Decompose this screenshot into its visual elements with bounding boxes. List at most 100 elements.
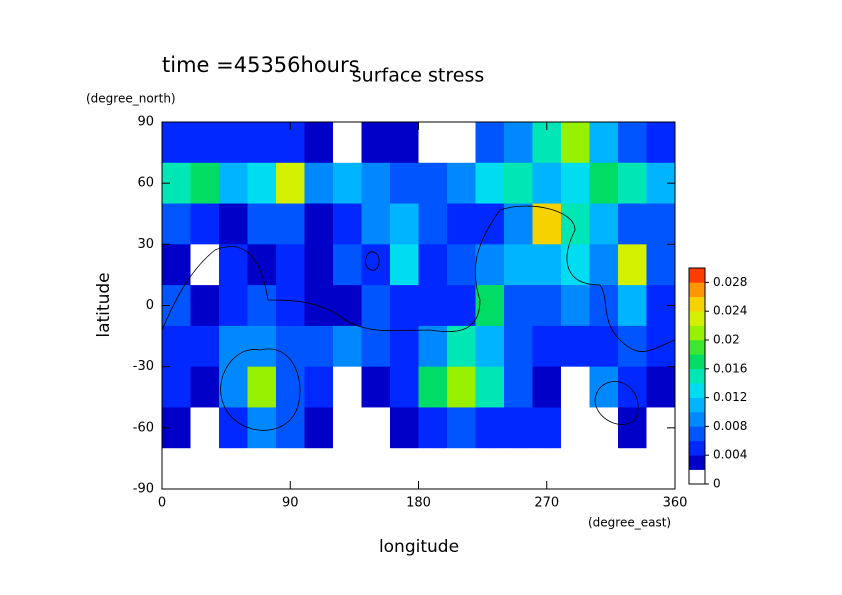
field-cell xyxy=(561,366,590,408)
field-cell xyxy=(504,407,533,449)
field-cell xyxy=(532,244,562,286)
field-cell xyxy=(304,325,334,368)
field-cell xyxy=(447,407,476,449)
field-cell xyxy=(418,203,448,245)
field-cell xyxy=(561,122,590,164)
field-cell xyxy=(475,285,505,327)
field-cell xyxy=(333,407,362,449)
y-tick-label: 0 xyxy=(146,298,154,313)
field-cell xyxy=(589,244,619,286)
field-cell xyxy=(618,122,647,164)
field-cell xyxy=(561,203,590,245)
field-cell xyxy=(333,203,362,245)
colorbar-tick-label: 0.008 xyxy=(713,419,747,433)
colorbar-band xyxy=(689,426,705,442)
field-cell xyxy=(304,162,334,205)
field-cell xyxy=(418,285,448,327)
field-cell xyxy=(475,407,505,449)
field-cell xyxy=(418,325,448,368)
field-cell xyxy=(447,122,476,164)
field-cell xyxy=(219,244,248,286)
y-tick-label: -30 xyxy=(133,359,154,374)
field-cell xyxy=(247,448,277,490)
colorbar-tick-label: 0.004 xyxy=(713,448,747,462)
x-tick-label: 180 xyxy=(406,496,431,511)
field-cell xyxy=(190,285,220,327)
field-cell xyxy=(447,162,476,205)
field-cell xyxy=(247,285,277,327)
colorbar-band xyxy=(689,383,705,398)
field-cell xyxy=(219,162,248,205)
field-cell xyxy=(276,162,305,205)
colorbar-band xyxy=(689,311,705,326)
colorbar-tick-label: 0.024 xyxy=(713,304,747,318)
field-cell xyxy=(532,285,562,327)
field-cell xyxy=(475,244,505,286)
field-cell xyxy=(504,162,533,205)
field-cell xyxy=(589,285,619,327)
field-cell xyxy=(618,325,647,368)
field-cell xyxy=(162,325,191,368)
field-cell xyxy=(162,448,191,490)
field-cell xyxy=(561,407,590,449)
field-cell xyxy=(219,448,248,490)
field-cell xyxy=(589,122,619,164)
x-tick-label: 90 xyxy=(282,496,299,511)
field-cell xyxy=(276,325,305,368)
field-cell xyxy=(504,244,533,286)
field-cell xyxy=(504,122,533,164)
field-cell xyxy=(504,325,533,368)
field-cell xyxy=(504,285,533,327)
field-cell xyxy=(276,244,305,286)
colorbar-band xyxy=(689,296,705,312)
chart-title: surface stress xyxy=(352,65,485,87)
field-cell xyxy=(532,366,562,408)
colorbar-band xyxy=(689,368,705,384)
field-cell xyxy=(504,448,533,490)
field-cell xyxy=(390,285,419,327)
field-cell xyxy=(190,203,220,245)
x-tick-label: 0 xyxy=(158,496,166,511)
field-cell xyxy=(219,285,248,327)
field-cell xyxy=(618,448,647,490)
field-cell xyxy=(618,244,647,286)
field-cell xyxy=(190,366,220,408)
y-tick-label: 60 xyxy=(137,176,154,191)
field-cell xyxy=(219,407,248,449)
colorbar-band xyxy=(689,412,705,427)
field-cell xyxy=(589,407,619,449)
field-cell xyxy=(618,285,647,327)
field-cell xyxy=(276,285,305,327)
field-cell xyxy=(333,366,362,408)
field-cell xyxy=(276,407,305,449)
colorbar-tick-label: 0.012 xyxy=(713,390,747,404)
field-cell xyxy=(390,407,419,449)
field-cell xyxy=(333,244,362,286)
field-cell xyxy=(618,203,647,245)
field-cell xyxy=(162,203,191,245)
field-cell xyxy=(561,162,590,205)
field-cell xyxy=(618,162,647,205)
field-cell xyxy=(190,122,220,164)
field-cell xyxy=(447,285,476,327)
field-cell xyxy=(646,448,676,490)
coastlines xyxy=(161,205,676,431)
field-cell xyxy=(333,285,362,327)
colorbar-band xyxy=(689,440,705,456)
field-cell xyxy=(561,285,590,327)
colorbar-band xyxy=(689,354,705,370)
field-cell xyxy=(304,122,334,164)
field-cell xyxy=(589,366,619,408)
field-cell xyxy=(361,203,391,245)
field-cell xyxy=(504,203,533,245)
field-cell xyxy=(447,203,476,245)
y-unit: (degree_north) xyxy=(86,92,176,106)
field-cell xyxy=(190,407,220,449)
field-cell xyxy=(390,366,419,408)
field-cell xyxy=(618,407,647,449)
colorbar-band xyxy=(689,325,705,341)
field-cell xyxy=(361,285,391,327)
field-cell xyxy=(361,162,391,205)
field-cell xyxy=(418,448,448,490)
